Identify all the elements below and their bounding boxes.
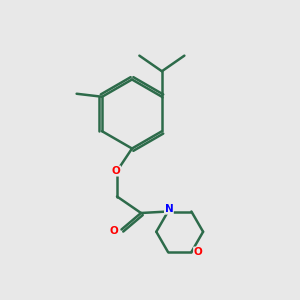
Text: N: N [164,204,173,214]
Text: O: O [194,247,202,257]
Text: O: O [110,226,118,236]
Text: O: O [112,166,121,176]
